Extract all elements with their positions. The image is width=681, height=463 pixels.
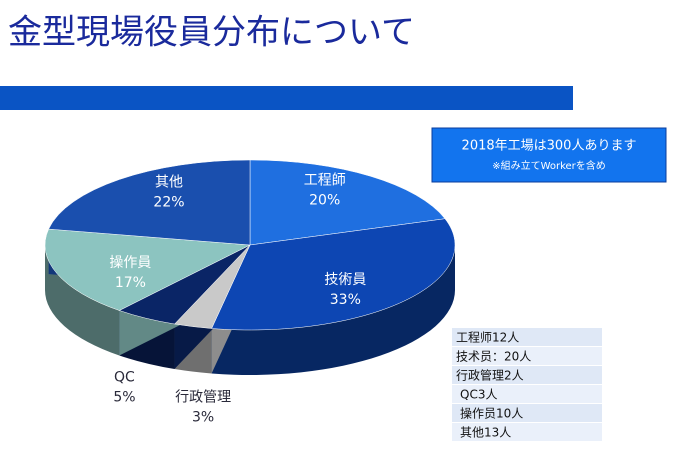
slice-value: 5%: [113, 390, 135, 406]
note-headline: 2018年工場は300人あります: [462, 139, 637, 154]
slice-label: 技術員: [324, 272, 366, 288]
table-cell: 行政管理2人: [456, 368, 524, 383]
pie-slice: [211, 218, 456, 331]
table-cell: 技术员：20人: [456, 350, 531, 364]
slice-value: 20%: [309, 192, 340, 208]
note-box: [431, 127, 667, 183]
table-row: [452, 385, 602, 403]
slice-label: 行政管理: [175, 390, 231, 406]
pie-side: [45, 245, 120, 356]
note-sub: ※組み立てWorkerを含め: [492, 159, 606, 172]
pie-slice: [44, 228, 251, 311]
table-cell: 工程师12人: [456, 330, 519, 345]
slice-label: QC: [114, 370, 135, 386]
table-row: [452, 347, 602, 365]
pie-slice: [48, 159, 251, 246]
table-row: [452, 366, 602, 384]
table-row: [452, 404, 602, 422]
table-row: [452, 328, 602, 346]
slide-title: 金型現場役員分布について: [8, 13, 415, 53]
slice-value: 3%: [192, 410, 214, 426]
slice-value: 22%: [153, 194, 184, 210]
pie-chart: 工程師 20% 技術員 33% 行政管理 3% QC 5% 操作員 17% 其他 22%: [44, 159, 456, 426]
slice-label: 操作員: [109, 255, 151, 271]
slice-value: 17%: [115, 275, 146, 291]
slice-label: 工程師: [304, 172, 346, 188]
table-cell: QC3人: [460, 388, 497, 402]
pie-slice: [249, 159, 446, 246]
table-row: [452, 423, 602, 441]
slice-label: 其他: [155, 174, 183, 190]
table-cell: 操作员10人: [460, 406, 523, 421]
slice-value: 33%: [330, 292, 361, 308]
title-bar: [0, 86, 573, 110]
table-cell: 其他13人: [460, 426, 511, 440]
pie-side: [211, 245, 455, 375]
